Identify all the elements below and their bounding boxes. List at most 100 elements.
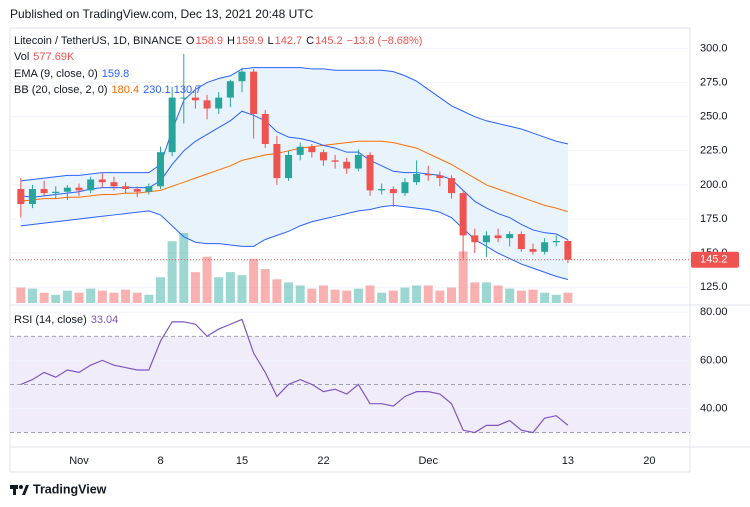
- x-tick-label: 22: [317, 455, 329, 467]
- ema-value: 159.8: [102, 68, 130, 80]
- volume-bar: [423, 285, 433, 303]
- candle-body: [17, 189, 25, 205]
- volume-bar: [202, 256, 212, 303]
- candle-body: [203, 100, 211, 109]
- volume-bar: [447, 287, 456, 303]
- volume-bar: [132, 292, 142, 303]
- candle-body: [28, 189, 36, 205]
- legend-row: RSI (14, close) 33.04: [14, 314, 118, 326]
- x-tick-label: Dec: [418, 455, 438, 467]
- volume-bar: [97, 290, 107, 303]
- brand-name: TradingView: [33, 482, 107, 496]
- volume-bar: [551, 294, 561, 303]
- candle-body: [459, 193, 467, 236]
- x-tick-label: 15: [236, 455, 248, 467]
- candle-body: [436, 175, 444, 179]
- candle-body: [401, 182, 409, 194]
- candle-body: [378, 189, 386, 191]
- candle-body: [122, 186, 130, 190]
- candle-body: [413, 174, 421, 183]
- candle-body: [52, 191, 60, 194]
- logo-part: [19, 485, 23, 489]
- volume-bar: [505, 288, 515, 303]
- volume-bar: [27, 288, 37, 303]
- brand-logo: TradingView: [10, 482, 107, 496]
- candle-body: [40, 189, 48, 194]
- logo-part: [22, 485, 29, 495]
- candle-body: [296, 146, 304, 155]
- volume-bar: [516, 290, 526, 303]
- ohlc-key: O: [186, 35, 195, 47]
- candle-body: [389, 189, 397, 194]
- volume-bar: [179, 233, 189, 303]
- volume-value: 577.69K: [33, 51, 75, 63]
- change-value: −13.8 (−8.68%): [347, 35, 423, 47]
- legend-row: EMA (9, close, 0) 159.8: [14, 68, 129, 80]
- candle-body: [366, 154, 374, 191]
- x-tick-label: 13: [562, 455, 574, 467]
- volume-bar: [51, 294, 61, 303]
- volume-bar: [330, 289, 340, 303]
- x-tick-label: 20: [643, 455, 655, 467]
- candle-body: [448, 178, 455, 194]
- ohlc-value: 142.7: [275, 35, 303, 47]
- volume-bar: [377, 292, 387, 303]
- rsi-line: [20, 318, 569, 434]
- volume-bar: [237, 275, 247, 303]
- volume-bar: [353, 288, 363, 303]
- y-tick-label: 225.0: [700, 145, 728, 157]
- candle-body: [343, 161, 351, 169]
- bb-upper-value: 230.1: [143, 84, 170, 96]
- volume-bar: [249, 258, 259, 303]
- volume-bar: [225, 272, 235, 303]
- volume-bar: [295, 285, 305, 303]
- candle-body: [308, 146, 316, 153]
- volume-bar: [86, 288, 96, 303]
- x-tick-label: 8: [157, 455, 163, 467]
- y-tick-label: 175.0: [700, 213, 728, 225]
- bb-basis-line: [20, 140, 569, 213]
- volume-bar: [528, 289, 538, 303]
- volume-bar: [493, 285, 503, 303]
- candle-body: [506, 234, 514, 239]
- volume-bar: [214, 277, 224, 303]
- candle-body: [552, 241, 560, 243]
- ohlc-key: H: [227, 35, 235, 47]
- volume-bar: [435, 290, 445, 303]
- legend-row: Vol 577.69K: [14, 51, 75, 63]
- volume-bar: [540, 292, 550, 303]
- candle-body: [564, 241, 572, 260]
- volume-bar: [470, 282, 480, 303]
- y-tick-label: 200.0: [700, 179, 728, 191]
- bb-fill: [20, 67, 568, 280]
- candle-body: [191, 97, 199, 101]
- volume-bar: [388, 290, 398, 303]
- volume-bar: [307, 288, 317, 303]
- y-tick-label: 80.00: [700, 306, 728, 318]
- volume-bar: [74, 292, 84, 303]
- volume-bar: [260, 269, 270, 303]
- ohlc-key: L: [268, 35, 274, 47]
- candle-body: [529, 249, 537, 252]
- volume-bar: [284, 282, 294, 303]
- volume-bar: [481, 282, 491, 303]
- symbol-title: Litecoin / TetherUS, 1D, BINANCE: [14, 35, 182, 47]
- candle-body: [261, 113, 269, 144]
- volume-bar: [190, 272, 200, 303]
- ema-line: [20, 110, 569, 241]
- candle-body: [238, 71, 246, 82]
- published-note: Published on TradingView.com, Dec 13, 20…: [10, 7, 314, 21]
- volume-bar: [109, 292, 119, 303]
- candle-body: [482, 235, 490, 243]
- ohlc-value: 158.9: [195, 35, 223, 47]
- candle-body: [145, 186, 153, 192]
- bb-upper-line: [20, 67, 569, 182]
- candle-body: [110, 182, 118, 187]
- candle-body: [63, 187, 71, 192]
- candle-body: [354, 154, 362, 169]
- volume-bar: [400, 287, 410, 303]
- candle-body: [273, 143, 281, 179]
- candle-body: [98, 179, 106, 183]
- last-price-tag: [691, 251, 739, 268]
